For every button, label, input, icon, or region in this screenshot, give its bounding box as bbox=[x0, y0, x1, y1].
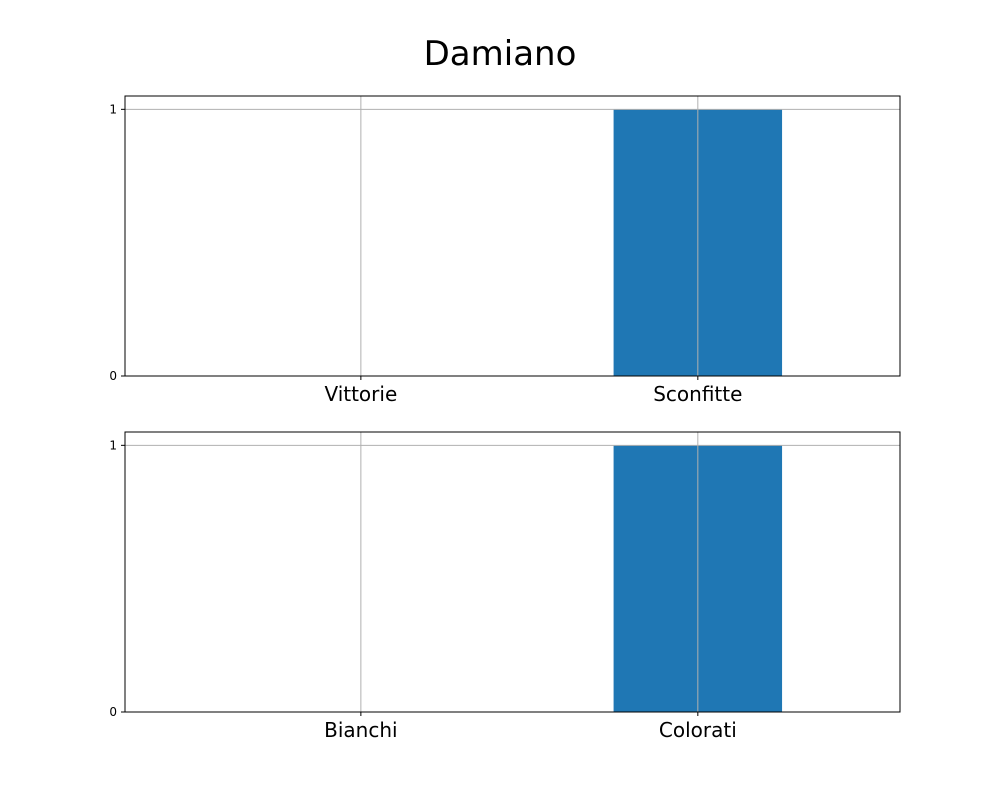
x-tick-label: Vittorie bbox=[324, 382, 397, 406]
y-tick-label: 0 bbox=[109, 705, 117, 719]
x-tick-label: Bianchi bbox=[324, 718, 397, 742]
plot-frame bbox=[124, 95, 901, 377]
plot-frame bbox=[124, 431, 901, 713]
x-tick-label: Colorati bbox=[659, 718, 737, 742]
y-tick-label: 1 bbox=[109, 438, 117, 452]
y-tick-label: 0 bbox=[109, 369, 117, 383]
y-tick-label: 1 bbox=[109, 102, 117, 116]
x-tick-label: Sconfitte bbox=[653, 382, 742, 406]
chart-title: Damiano bbox=[423, 34, 577, 74]
